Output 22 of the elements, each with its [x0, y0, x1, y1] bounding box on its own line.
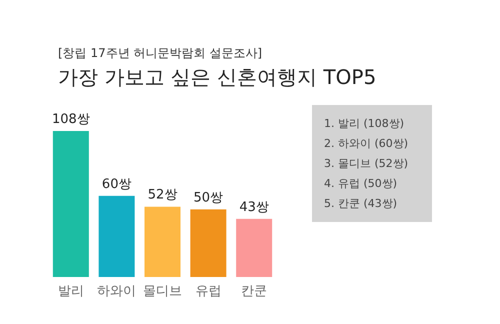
bar: [144, 206, 180, 277]
bar: [190, 209, 226, 277]
x-tick-label: 칸쿤: [241, 284, 268, 299]
data-label: 43쌍: [239, 200, 269, 215]
data-label: 60쌍: [102, 176, 132, 192]
chart-subtitle: [창립 17주년 허니문박람회 설문조사]: [58, 46, 262, 60]
text: 1. 발리 (108쌍): [324, 117, 404, 130]
data-label: 50쌍: [194, 190, 224, 206]
data-label: 108쌍: [52, 112, 90, 127]
chart-title: 가장 가보고 싶은 신혼여행지 TOP5: [58, 65, 376, 89]
bar: [98, 196, 135, 277]
x-tick-label: 몰디브: [143, 284, 182, 299]
text: 3. 몰디브 (52쌍): [324, 157, 408, 170]
x-tick-label: 발리: [58, 284, 84, 299]
x-tick-label: 유럽: [195, 284, 222, 299]
text: 2. 하와이 (60쌍): [324, 137, 408, 150]
data-label: 52쌍: [148, 188, 178, 203]
text: 5. 칸쿤 (43쌍): [324, 197, 398, 210]
bar: [236, 218, 272, 277]
x-tick-label: 하와이: [97, 284, 136, 299]
bar: [52, 131, 89, 277]
text: 4. 유럽 (50쌍): [324, 177, 398, 190]
